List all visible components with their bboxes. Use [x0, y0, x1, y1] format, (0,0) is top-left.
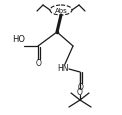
Text: HO: HO [12, 35, 25, 44]
Text: O: O [77, 88, 83, 97]
Text: O: O [36, 59, 42, 68]
Text: HN: HN [57, 64, 69, 73]
Text: O: O [78, 83, 84, 92]
Text: Abs: Abs [55, 8, 67, 14]
